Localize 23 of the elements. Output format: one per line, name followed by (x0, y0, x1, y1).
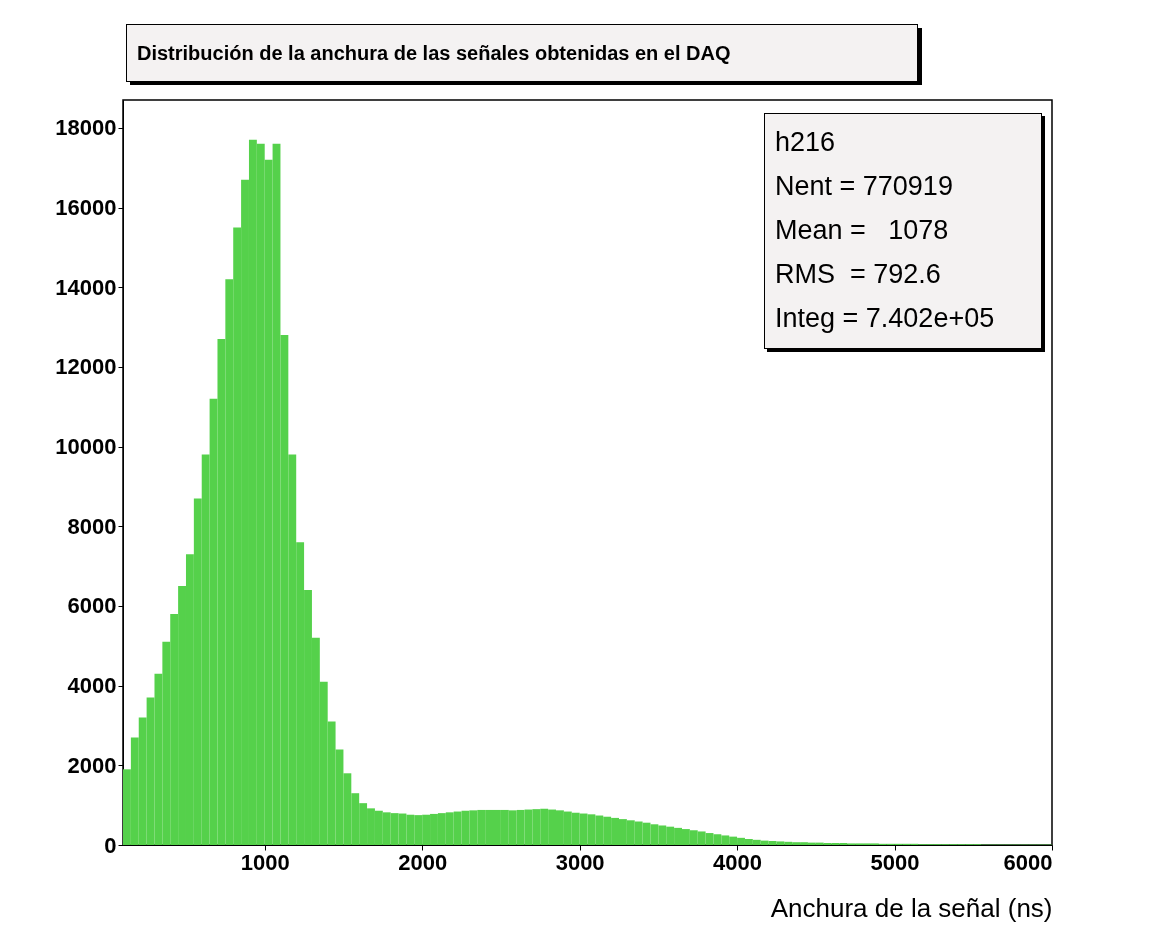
x-axis-title: Anchura de la señal (ns) (770, 892, 1053, 923)
y-tick-label: 14000 (55, 274, 117, 300)
y-tick-label: 6000 (67, 593, 117, 619)
annotation: Mean = 1078 (775, 214, 950, 247)
x-tick-label: 5000 (870, 849, 920, 875)
annotation: RMS = 792.6 (775, 258, 942, 291)
x-tick-label: 4000 (713, 849, 763, 875)
y-tick-label: 12000 (55, 354, 117, 380)
x-tick-label: 1000 (240, 849, 290, 875)
y-tick-label: 10000 (55, 434, 117, 460)
annotation: Integ = 7.402e+05 (775, 302, 996, 335)
y-tick-label: 0 (104, 832, 117, 858)
annotation: h216 (775, 126, 837, 159)
annotation: Nent = 770919 (775, 170, 954, 203)
y-tick-label: 2000 (67, 752, 117, 778)
x-tick-label: 2000 (398, 849, 448, 875)
y-tick-label: 18000 (55, 115, 117, 141)
x-tick-label: 3000 (555, 849, 605, 875)
x-tick-label: 6000 (1003, 849, 1053, 875)
y-tick-label: 16000 (55, 195, 117, 221)
chart-title: Distribución de la anchura de las señales obtenidas en el DAQ (126, 24, 918, 82)
y-tick-label: 4000 (67, 673, 117, 699)
y-tick-label: 8000 (67, 513, 117, 539)
